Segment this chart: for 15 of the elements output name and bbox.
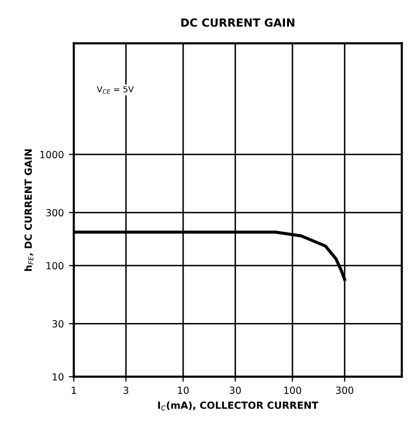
y-tick-label: 300 — [46, 209, 64, 216]
x-tick-label: 10 — [178, 386, 189, 394]
x-axis-title: I$_{C}$(mA), COLLECTOR CURRENT — [158, 401, 318, 410]
x-tick-label: 3 — [124, 386, 128, 394]
annotation: V$_{CE}$ = 5V — [96, 86, 134, 94]
x-tick-label: 100 — [284, 386, 302, 394]
x-tick-label: 1 — [72, 386, 76, 394]
y-tick-label: 1000 — [40, 150, 64, 158]
y-tick-label: 30 — [52, 320, 64, 328]
y-tick-label: 100 — [46, 262, 64, 270]
x-tick-label: 300 — [336, 386, 354, 394]
chart-title: DC CURRENT GAIN — [181, 18, 294, 27]
y-axis-title: h$_{FE}$, DC CURRENT GAIN — [24, 149, 34, 271]
y-tick-label: 10 — [52, 373, 64, 381]
x-tick-label: 30 — [230, 386, 241, 394]
